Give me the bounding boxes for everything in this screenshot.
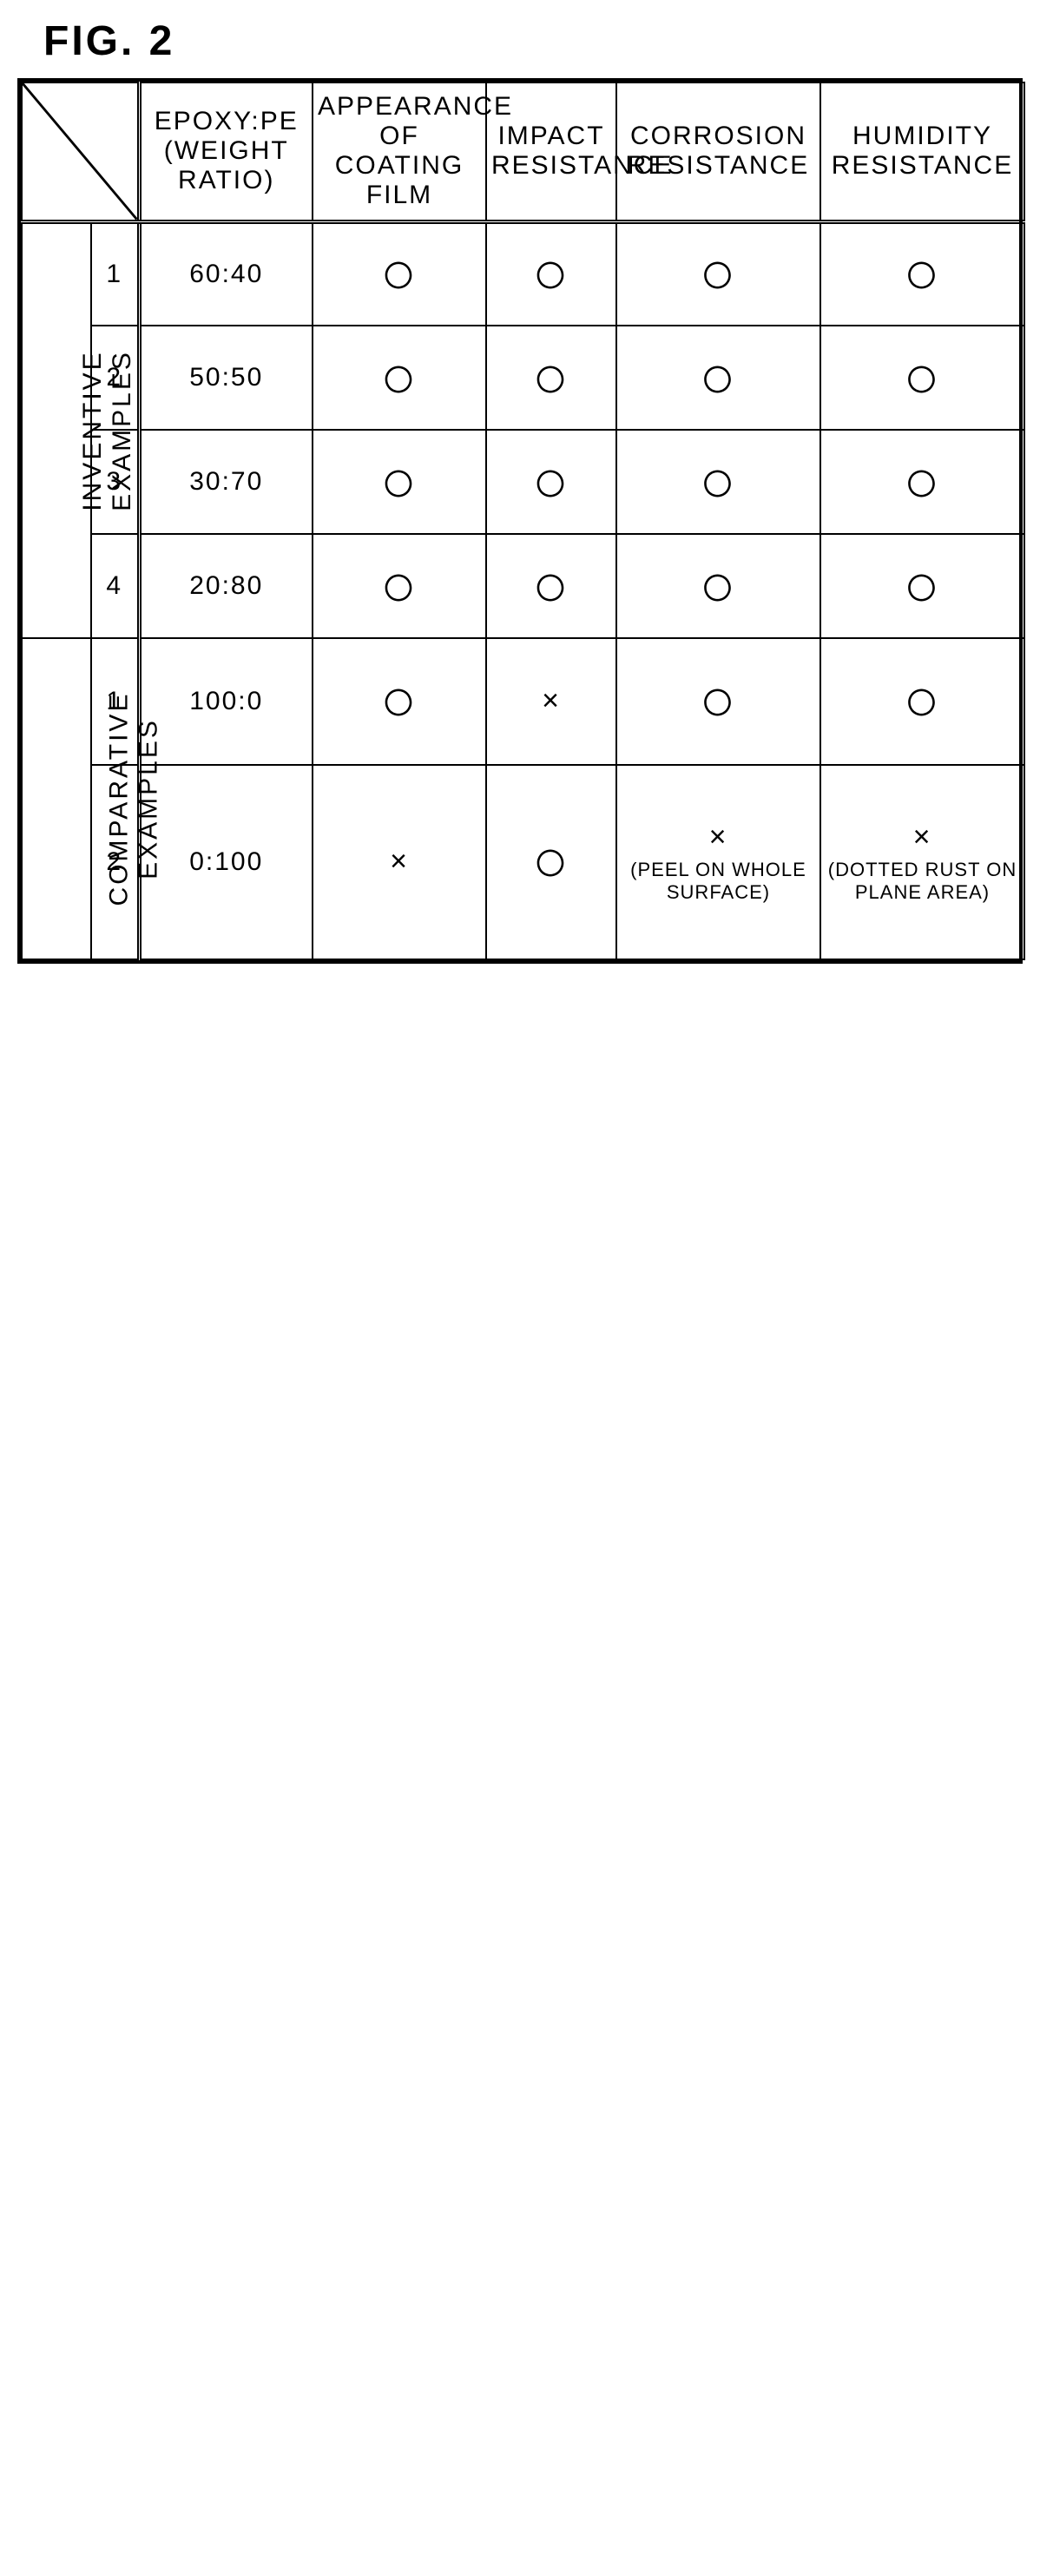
group-label-inventive-text: INVENTIVEEXAMPLES [78, 350, 137, 511]
cell-impact: × [486, 638, 616, 765]
group-label-comparative: COMPARATIVEEXAMPLES [22, 638, 91, 959]
cell-humidity: ×(DOTTED RUST ON PLANE AREA) [820, 765, 1024, 959]
cell-humidity: 〇 [820, 638, 1024, 765]
header-appearance: APPEARANCE OFCOATING FILM [313, 82, 486, 221]
header-corrosion-text: CORROSIONRESISTANCE [628, 122, 809, 180]
table-row: 420:80〇〇〇〇 [22, 534, 1024, 638]
cell-impact: 〇 [486, 534, 616, 638]
cell-corrosion: 〇 [616, 326, 820, 430]
cell-ratio: 30:70 [139, 430, 313, 534]
table-row: COMPARATIVEEXAMPLES1100:0〇×〇〇 [22, 638, 1024, 765]
cell-impact: 〇 [486, 221, 616, 326]
cell-humidity: 〇 [820, 430, 1024, 534]
cell-ratio: 50:50 [139, 326, 313, 430]
group-label-inventive: INVENTIVEEXAMPLES [22, 221, 91, 638]
cell-ratio: 0:100 [139, 765, 313, 959]
cell-appearance: 〇 [313, 221, 486, 326]
group-label-comparative-text: COMPARATIVEEXAMPLES [104, 692, 163, 906]
cell-impact: 〇 [486, 765, 616, 959]
cell-ratio: 60:40 [139, 221, 313, 326]
table-row: 250:50〇〇〇〇 [22, 326, 1024, 430]
cell-impact: 〇 [486, 326, 616, 430]
header-humidity-text: HUMIDITYRESISTANCE [832, 122, 1013, 180]
header-appearance-text: APPEARANCE OFCOATING FILM [318, 92, 513, 209]
cell-ratio: 100:0 [139, 638, 313, 765]
cell-humidity: 〇 [820, 534, 1024, 638]
header-ratio: EPOXY:PE(WEIGHT RATIO) [139, 82, 313, 221]
cell-appearance: 〇 [313, 534, 486, 638]
results-table: EPOXY:PE(WEIGHT RATIO) APPEARANCE OFCOAT… [21, 82, 1025, 960]
cell-humidity: 〇 [820, 326, 1024, 430]
header-diagonal-cell [22, 82, 139, 221]
header-corrosion: CORROSIONRESISTANCE [616, 82, 820, 221]
table-row: 20:100×〇×(PEEL ON WHOLE SURFACE)×(DOTTED… [22, 765, 1024, 959]
header-ratio-text: EPOXY:PE(WEIGHT RATIO) [155, 107, 299, 194]
figure-page: FIG. 2 EPOXY:PE(WEIGHT RATIO) APPEARANCE… [17, 17, 1023, 964]
cell-corrosion: 〇 [616, 221, 820, 326]
cell-appearance: 〇 [313, 638, 486, 765]
results-table-wrap: EPOXY:PE(WEIGHT RATIO) APPEARANCE OFCOAT… [17, 78, 1023, 964]
cell-ratio: 20:80 [139, 534, 313, 638]
figure-label: FIG. 2 [43, 17, 1023, 65]
cell-corrosion: ×(PEEL ON WHOLE SURFACE) [616, 765, 820, 959]
diagonal-line-icon [23, 83, 137, 220]
row-number: 4 [91, 534, 139, 638]
row-number: 1 [91, 221, 139, 326]
cell-appearance: 〇 [313, 326, 486, 430]
table-body: INVENTIVEEXAMPLES160:40〇〇〇〇250:50〇〇〇〇330… [22, 221, 1024, 959]
cell-corrosion: 〇 [616, 430, 820, 534]
table-row: INVENTIVEEXAMPLES160:40〇〇〇〇 [22, 221, 1024, 326]
cell-impact: 〇 [486, 430, 616, 534]
header-humidity: HUMIDITYRESISTANCE [820, 82, 1024, 221]
cell-corrosion: 〇 [616, 534, 820, 638]
table-row: 330:70〇〇〇〇 [22, 430, 1024, 534]
cell-humidity: 〇 [820, 221, 1024, 326]
cell-appearance: × [313, 765, 486, 959]
cell-corrosion: 〇 [616, 638, 820, 765]
table-header: EPOXY:PE(WEIGHT RATIO) APPEARANCE OFCOAT… [22, 82, 1024, 221]
cell-appearance: 〇 [313, 430, 486, 534]
